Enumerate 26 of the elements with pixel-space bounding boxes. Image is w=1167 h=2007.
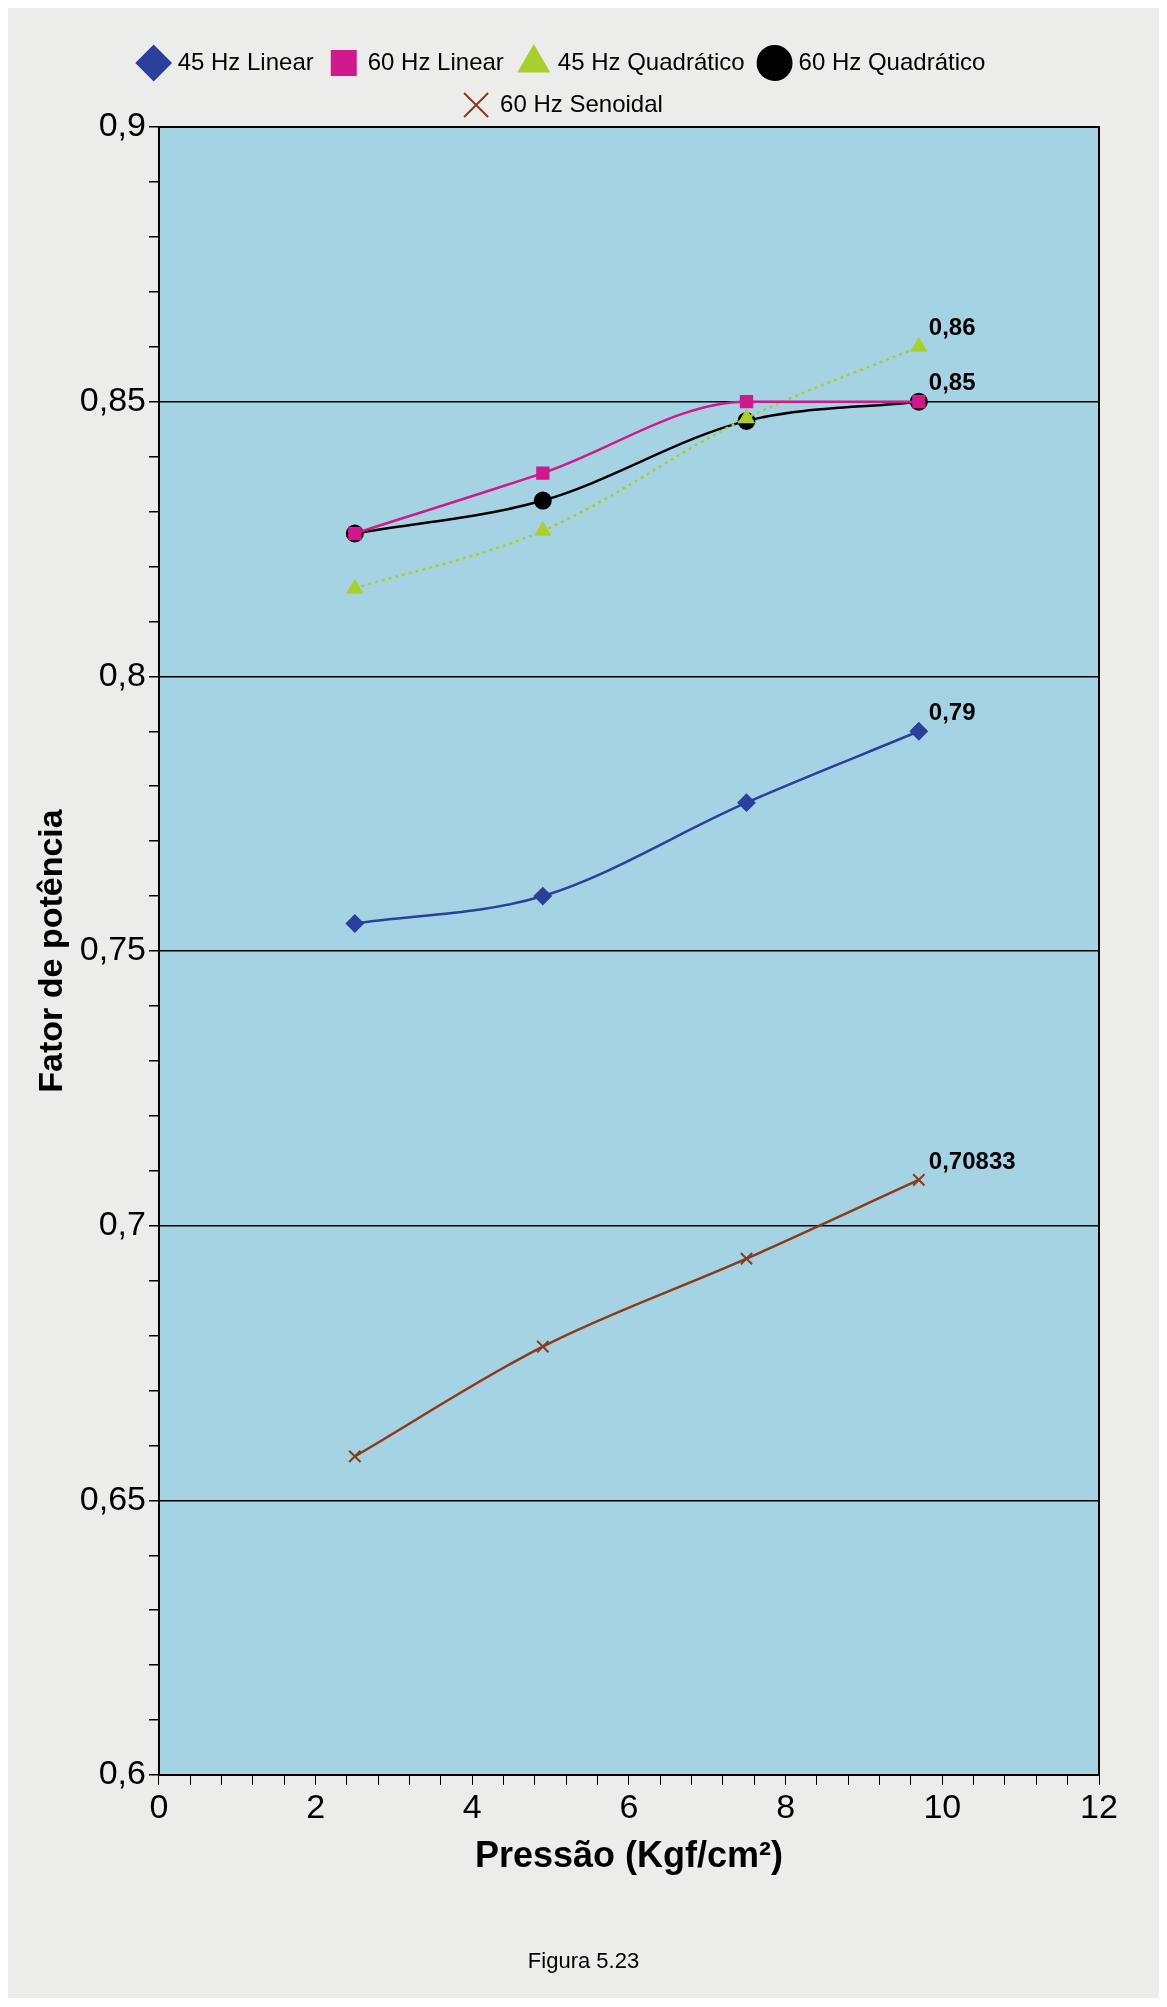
legend-label: 45 Hz Linear — [177, 47, 314, 75]
x-tick-label: 10 — [923, 1786, 962, 1825]
x-tick-label: 8 — [776, 1786, 796, 1825]
text: Figura 5.23 — [527, 1948, 640, 1974]
data-label: 0,85 — [928, 368, 976, 396]
y-axis-title: Fator de potência — [30, 808, 69, 1093]
x-tick-label: 4 — [462, 1786, 482, 1825]
x-tick-label: 0 — [149, 1786, 169, 1825]
data-label: 0,86 — [928, 313, 976, 341]
x-tick-label: 6 — [619, 1786, 639, 1825]
legend-label: 60 Hz Linear — [367, 47, 504, 75]
y-tick-label: 0,65 — [79, 1478, 146, 1517]
x-tick-label: 12 — [1080, 1786, 1118, 1825]
y-tick-label: 0,75 — [79, 929, 146, 968]
x-tick-label: 2 — [306, 1786, 326, 1825]
y-tick-label: 0,85 — [79, 380, 146, 419]
y-tick-label: 0,7 — [98, 1204, 146, 1243]
y-tick-label: 0,6 — [98, 1753, 146, 1792]
y-tick-label: 0,8 — [98, 654, 146, 693]
legend-label: 45 Hz Quadrático — [557, 47, 745, 75]
data-label: 0,70833 — [928, 1146, 1016, 1174]
legend-label: 60 Hz Quadrático — [798, 47, 986, 75]
x-axis-title: Pressão (Kgf/cm²) — [474, 1834, 784, 1876]
legend-label: 60 Hz Senoidal — [500, 89, 663, 117]
y-tick-label: 0,9 — [98, 105, 146, 144]
data-label: 0,79 — [928, 697, 976, 725]
